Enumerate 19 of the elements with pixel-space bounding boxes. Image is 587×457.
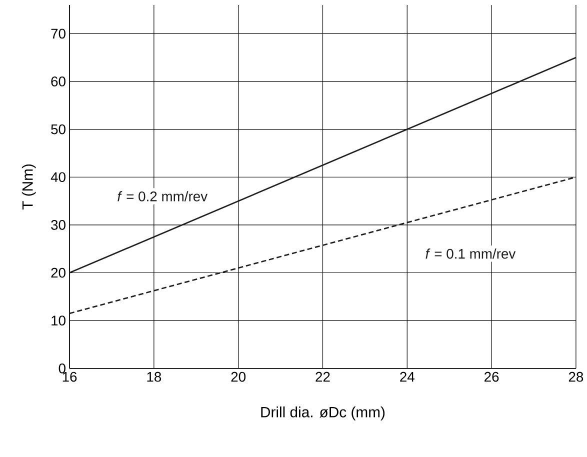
y-tick-label: 0: [58, 364, 66, 374]
y-tick-label: 10: [52, 316, 66, 326]
y-tick-label: 40: [50, 172, 66, 182]
x-tick-label: 26: [484, 372, 499, 382]
y-tick-label: 30: [51, 220, 66, 230]
x-tick-label: 28: [568, 372, 584, 382]
y-axis-title: T (Nm): [22, 164, 36, 210]
y-tick-label: 60: [51, 76, 66, 87]
x-axis-title: Drill dia. øDc (mm): [261, 406, 385, 420]
text: f = 0.1 mm/rev: [426, 248, 516, 259]
x-tick-label: 20: [231, 372, 246, 382]
y-tick-label: 50: [51, 124, 66, 134]
series-label: f = 0.2 mm/rev: [118, 191, 208, 202]
x-tick-label: 18: [147, 372, 162, 382]
y-tick-label: 70: [51, 28, 66, 39]
y-tick-label: 20: [51, 268, 66, 278]
x-tick-label: 24: [400, 372, 414, 382]
x-tick-label: 22: [316, 372, 330, 382]
x-tick-label: 16: [62, 372, 77, 382]
